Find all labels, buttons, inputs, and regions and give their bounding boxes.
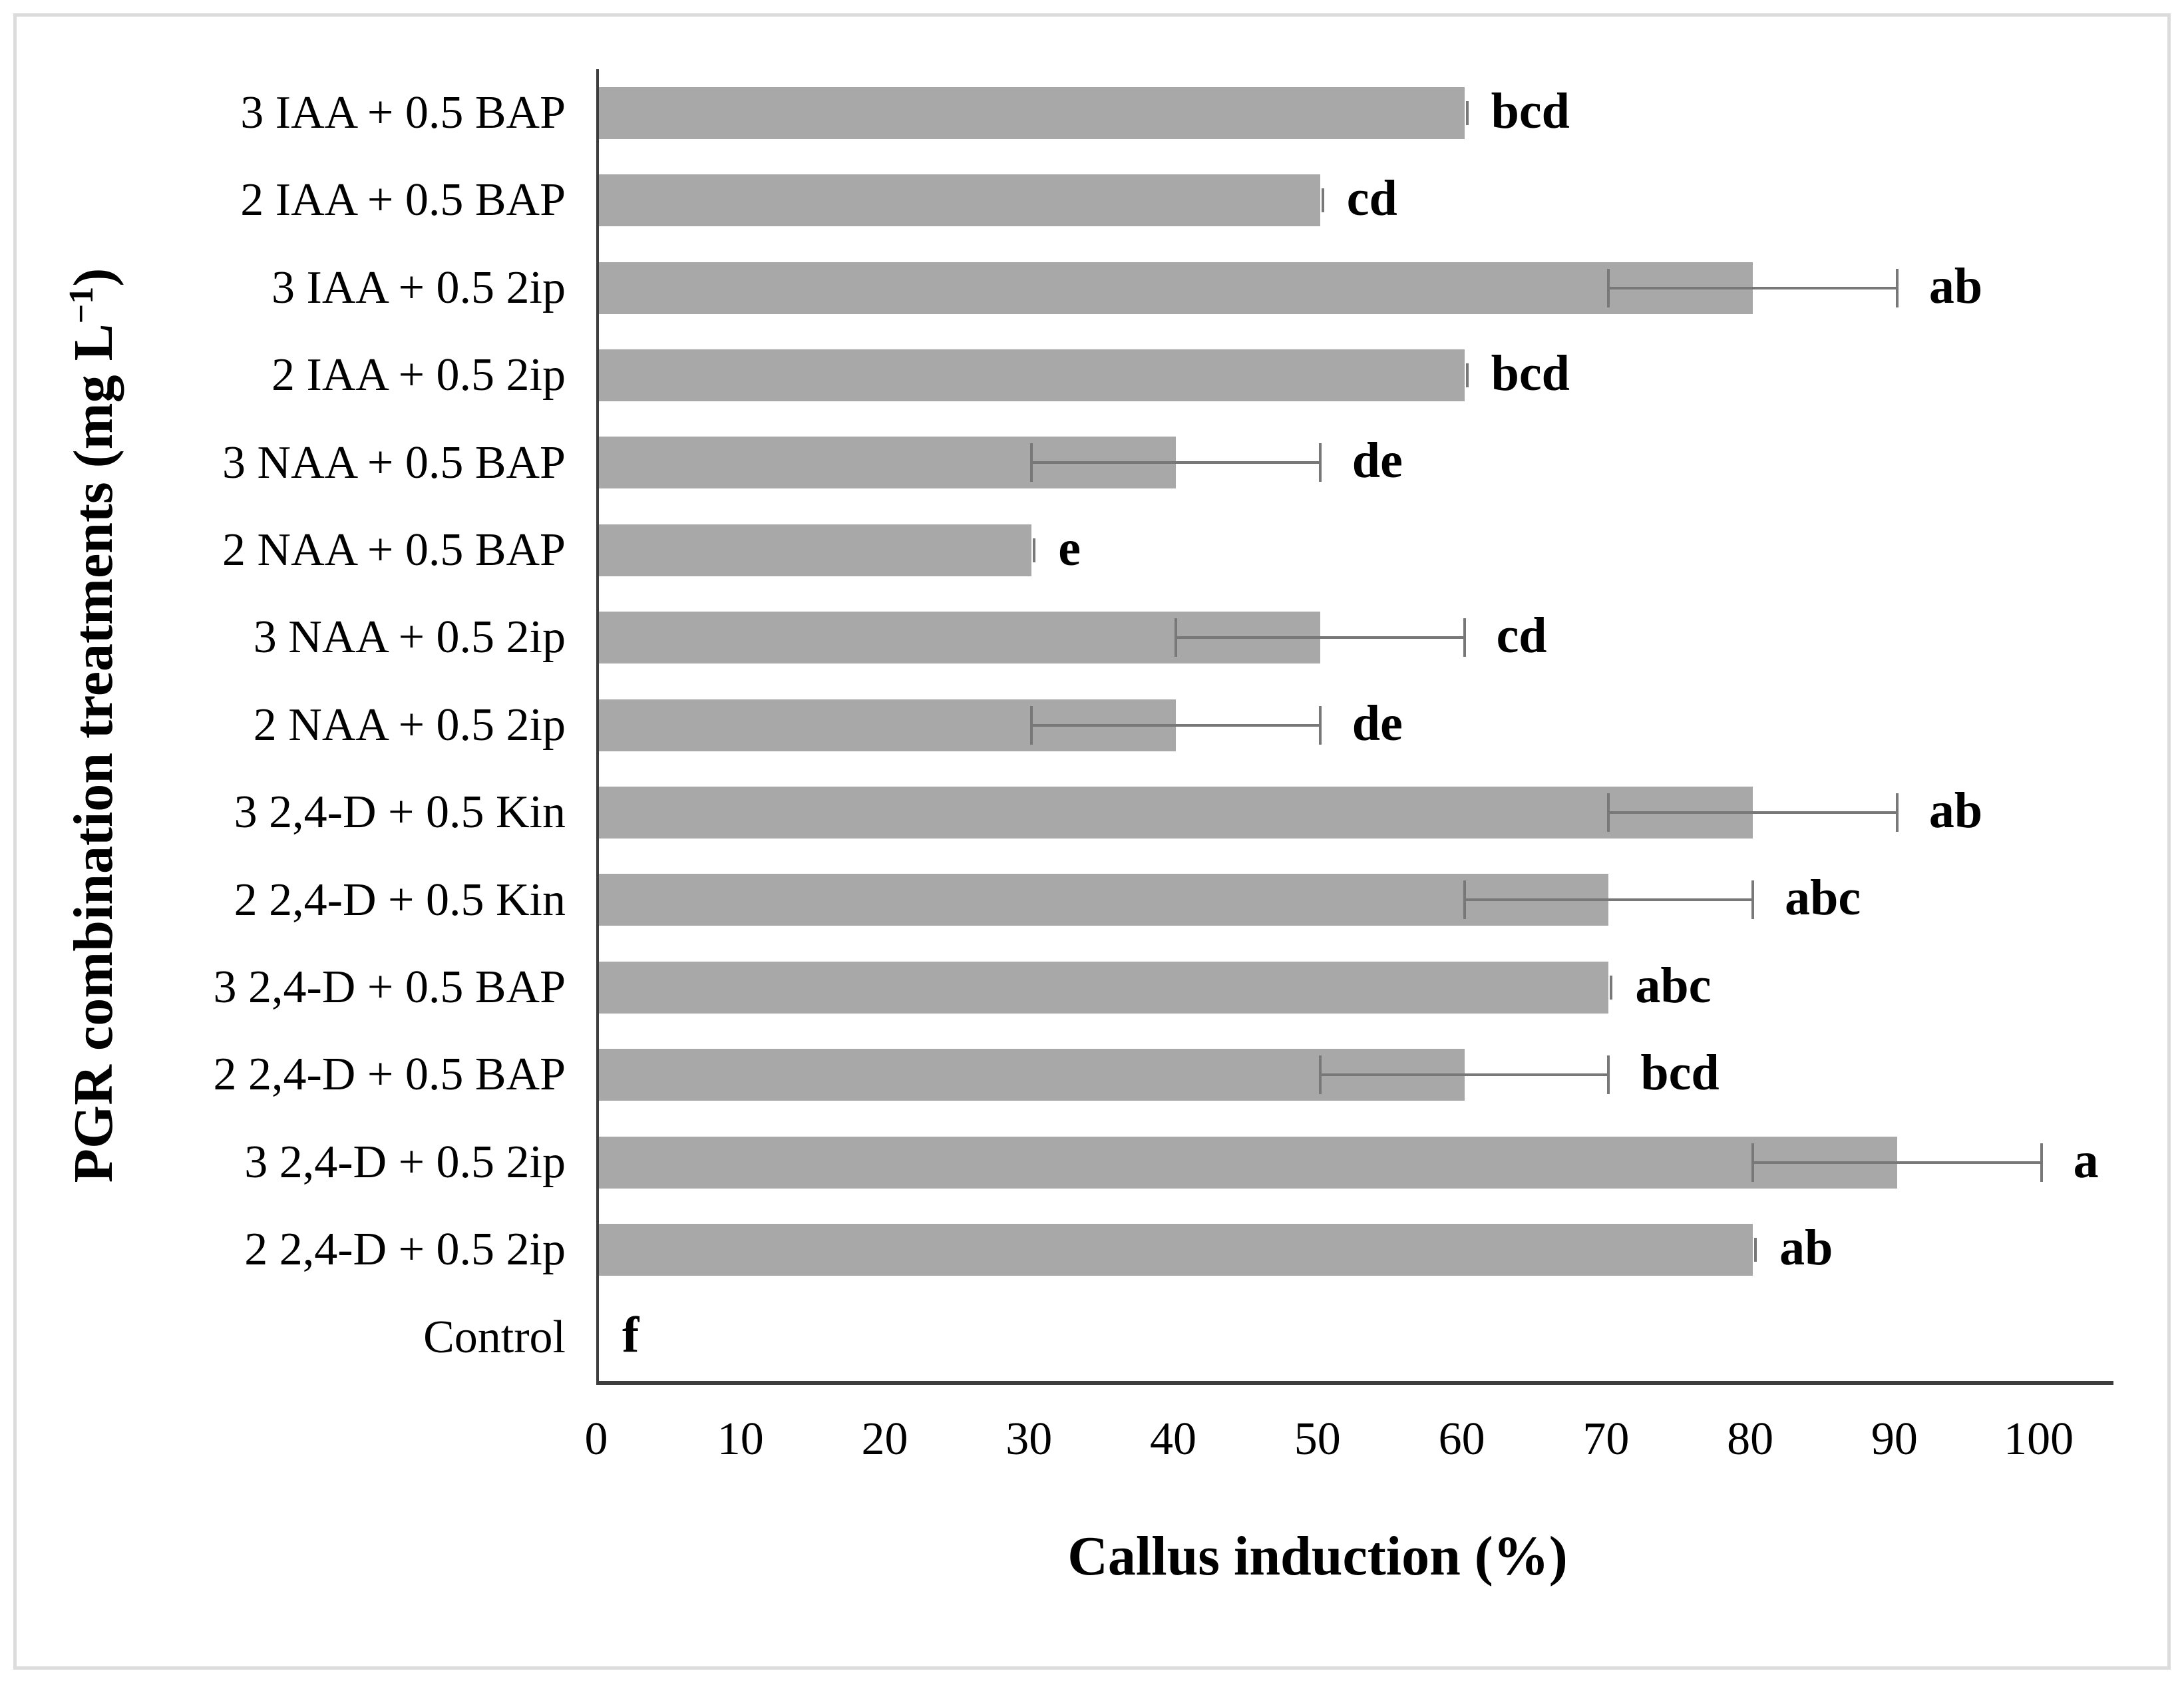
error-bar-cap-right — [1318, 443, 1322, 482]
significance-letter: abc — [1635, 957, 1712, 1014]
x-tick-label: 30 — [1005, 1413, 1053, 1465]
error-bar-cap-right — [1463, 618, 1466, 657]
category-label: 3 IAA + 0.5 2ip — [272, 262, 566, 313]
significance-letter: f — [622, 1307, 639, 1364]
x-tick-label: 10 — [717, 1413, 764, 1465]
error-bar-cap-left — [1607, 268, 1610, 307]
x-axis-tick-labels: 0 10 20 30 40 50 60 70 80 90 100 — [585, 1413, 2111, 1476]
significance-letter: abc — [1785, 870, 1861, 926]
x-tick-label: 80 — [1727, 1413, 1774, 1465]
error-bar-cap-left — [1030, 443, 1033, 482]
category-label: Control — [423, 1311, 566, 1363]
x-tick-label: 70 — [1582, 1413, 1630, 1465]
significance-letter: ab — [1928, 258, 1983, 314]
error-bar-cap-right — [1318, 705, 1322, 745]
x-tick-label: 50 — [1294, 1413, 1341, 1465]
category-label: 2 2,4-D + 0.5 BAP — [213, 1049, 566, 1101]
bar — [599, 874, 1609, 926]
category-label: 2 IAA + 0.5 2ip — [272, 349, 566, 401]
error-bar-line — [1608, 286, 1897, 289]
error-bar-line — [1031, 461, 1320, 465]
error-bar-cap-right — [1751, 880, 1755, 920]
category-label: 3 2,4-D + 0.5 2ip — [244, 1136, 566, 1188]
error-bar-cap-left — [1463, 880, 1466, 920]
bar — [599, 961, 1609, 1014]
category-label: 3 NAA + 0.5 2ip — [253, 612, 566, 663]
significance-letter: de — [1352, 695, 1403, 751]
bar — [599, 524, 1032, 576]
category-label: 2 2,4-D + 0.5 2ip — [244, 1224, 566, 1276]
error-bar-cap-right — [1607, 1055, 1610, 1095]
error-bar-cap-zero — [1754, 1237, 1757, 1262]
error-bar-line — [1464, 898, 1753, 902]
significance-letter: cd — [1496, 608, 1547, 664]
bar — [599, 87, 1465, 139]
category-label: 2 NAA + 0.5 BAP — [222, 524, 566, 576]
error-bar-line — [1320, 1073, 1609, 1077]
category-label: 2 NAA + 0.5 2ip — [253, 699, 566, 751]
bar — [599, 786, 1753, 839]
bar — [599, 1223, 1753, 1276]
error-bar-cap-zero — [1465, 363, 1469, 387]
category-axis-labels: 3 IAA + 0.5 BAP 2 IAA + 0.5 BAP 3 IAA + 0.… — [0, 69, 566, 1381]
error-bar-cap-right — [1895, 268, 1899, 307]
significance-letter: bcd — [1491, 345, 1570, 401]
significance-letter: bcd — [1640, 1045, 1720, 1101]
error-bar-cap-right — [2040, 1143, 2043, 1182]
significance-letter: ab — [1779, 1219, 1833, 1276]
category-label: 3 2,4-D + 0.5 Kin — [234, 787, 566, 839]
error-bar-cap-right — [1895, 793, 1899, 832]
x-tick-label: 60 — [1438, 1413, 1485, 1465]
error-bar-cap-left — [1030, 705, 1033, 745]
category-label: 3 NAA + 0.5 BAP — [222, 437, 566, 488]
significance-letter: bcd — [1491, 83, 1570, 139]
x-tick-label: 90 — [1871, 1413, 1918, 1465]
error-bar-cap-zero — [1610, 975, 1613, 1000]
error-bar-cap-left — [1607, 793, 1610, 832]
x-axis-title: Callus induction (%) — [1067, 1525, 1568, 1587]
bar — [599, 262, 1753, 314]
category-label: 3 IAA + 0.5 BAP — [240, 87, 566, 138]
x-tick-label: 20 — [861, 1413, 908, 1465]
category-label: 2 IAA + 0.5 BAP — [240, 174, 566, 226]
bar — [599, 1136, 1897, 1189]
error-bar-line — [1608, 811, 1897, 814]
bar — [599, 174, 1320, 227]
x-tick-label: 40 — [1150, 1413, 1197, 1465]
significance-letter: ab — [1928, 782, 1983, 839]
significance-letter: de — [1352, 433, 1403, 489]
error-bar-line — [1176, 636, 1465, 640]
significance-letter: e — [1058, 520, 1081, 576]
error-bar-cap-left — [1751, 1143, 1755, 1182]
bar — [599, 349, 1465, 401]
x-tick-label: 100 — [2004, 1413, 2074, 1465]
error-bar-cap-zero — [1321, 188, 1324, 213]
category-label: 2 2,4-D + 0.5 Kin — [234, 874, 566, 926]
error-bar-line — [1753, 1161, 2042, 1164]
significance-letter: cd — [1346, 170, 1397, 227]
error-bar-cap-zero — [1465, 100, 1469, 125]
plot-area: bcd cd ab bcd de e cd de ab abc abc bcd a ab f — [596, 69, 2113, 1385]
error-bar-cap-zero — [1033, 538, 1036, 562]
significance-letter: a — [2073, 1132, 2099, 1189]
error-bar-cap-left — [1318, 1055, 1322, 1095]
x-tick-label: 0 — [584, 1413, 608, 1465]
category-label: 3 2,4-D + 0.5 BAP — [213, 962, 566, 1013]
error-bar-line — [1031, 723, 1320, 727]
error-bar-cap-left — [1175, 618, 1178, 657]
